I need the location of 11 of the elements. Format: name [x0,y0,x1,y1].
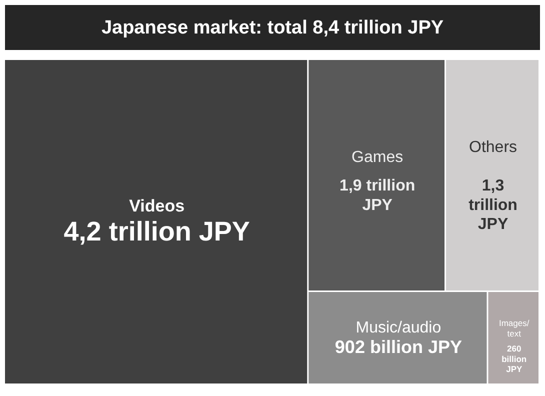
category-label: Images/ text [498,318,530,338]
text: Japanese market: total 8,4 trillion JPY [101,18,444,38]
category-label: Music/audio [356,320,442,337]
data-label: 1,9 trillion JPY [340,178,416,214]
data-label: 902 billion JPY [334,337,462,358]
category-label: Games [352,148,404,166]
category-label: Videos [129,196,185,216]
category-label: Others [469,139,518,156]
data-label: 1,3 trillion JPY [468,178,518,234]
data-label: 260 billion JPY [502,344,527,374]
data-label: 4,2 trillion JPY [64,216,250,247]
